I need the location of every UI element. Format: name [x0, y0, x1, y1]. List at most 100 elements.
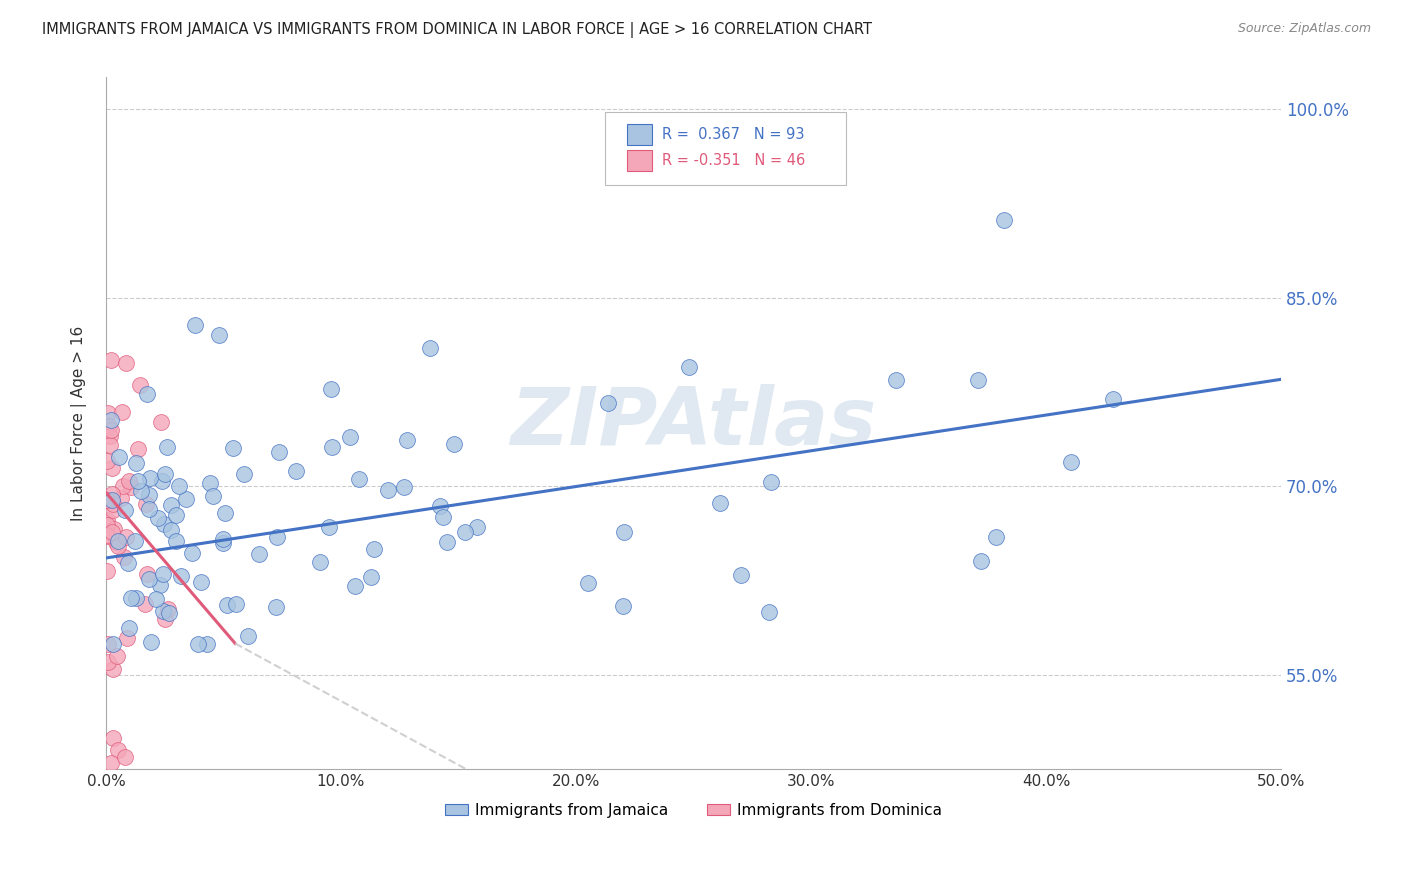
Point — [195, 636, 218, 650]
Point — [212, 535, 235, 549]
Point — [152, 604, 174, 618]
Point — [120, 591, 142, 605]
Point — [225, 598, 247, 612]
Point — [759, 475, 782, 489]
Point — [576, 575, 599, 590]
Point — [114, 356, 136, 370]
Point — [432, 510, 454, 524]
Point — [135, 497, 157, 511]
Text: Source: ZipAtlas.com: Source: ZipAtlas.com — [1237, 22, 1371, 36]
Point — [612, 524, 634, 539]
Point — [285, 464, 308, 478]
Point — [111, 405, 134, 419]
Point — [266, 530, 288, 544]
Point — [970, 553, 993, 567]
Point — [136, 566, 159, 581]
Point — [101, 502, 124, 516]
Point — [363, 541, 385, 556]
Point — [100, 413, 122, 427]
Point — [105, 648, 128, 663]
Point — [96, 528, 118, 542]
Point — [138, 502, 160, 516]
Point — [247, 547, 270, 561]
Point — [124, 533, 146, 548]
Point — [115, 530, 138, 544]
Point — [167, 478, 190, 492]
Point — [612, 599, 634, 613]
Point — [156, 440, 179, 454]
Point — [165, 533, 187, 548]
Point — [134, 597, 156, 611]
FancyBboxPatch shape — [627, 150, 652, 171]
Point — [394, 480, 416, 494]
Point — [117, 556, 139, 570]
Point — [159, 606, 181, 620]
Point — [993, 212, 1015, 227]
Point — [103, 522, 125, 536]
Point — [184, 318, 207, 333]
Point — [190, 575, 212, 590]
Point — [201, 489, 224, 503]
Point — [96, 518, 118, 533]
Point — [96, 513, 118, 527]
Point — [96, 564, 118, 578]
FancyBboxPatch shape — [627, 124, 652, 145]
Point — [117, 474, 139, 488]
Point — [214, 507, 236, 521]
Point — [360, 569, 382, 583]
Point — [730, 568, 752, 582]
Text: R =  0.367   N = 93: R = 0.367 N = 93 — [662, 127, 804, 142]
Point — [150, 415, 173, 429]
Point — [101, 492, 124, 507]
Point — [160, 498, 183, 512]
Point — [107, 743, 129, 757]
Text: IMMIGRANTS FROM JAMAICA VS IMMIGRANTS FROM DOMINICA IN LABOR FORCE | AGE > 16 CO: IMMIGRANTS FROM JAMAICA VS IMMIGRANTS FR… — [42, 22, 872, 38]
Point — [170, 569, 193, 583]
Point — [454, 524, 477, 539]
Text: ZIPAtlas: ZIPAtlas — [510, 384, 876, 462]
Point — [984, 531, 1007, 545]
Point — [100, 756, 122, 770]
Point — [139, 471, 162, 485]
Point — [308, 554, 330, 568]
Point — [145, 592, 167, 607]
Point — [97, 656, 120, 670]
Point — [96, 529, 118, 543]
Point — [125, 456, 148, 470]
Point — [107, 540, 129, 554]
Point — [146, 511, 169, 525]
Point — [208, 328, 231, 343]
Point — [97, 418, 120, 433]
Point — [101, 487, 124, 501]
Point — [222, 441, 245, 455]
Point — [115, 631, 138, 645]
Point — [117, 621, 139, 635]
Point — [101, 524, 124, 539]
Point — [101, 461, 124, 475]
Point — [174, 491, 197, 506]
Point — [112, 550, 135, 565]
Point — [678, 359, 700, 374]
Point — [443, 437, 465, 451]
Point — [436, 535, 458, 549]
Point — [212, 532, 235, 546]
Point — [152, 566, 174, 581]
Point — [1060, 455, 1083, 469]
Point — [419, 341, 441, 355]
Point — [165, 508, 187, 522]
Point — [321, 440, 343, 454]
Point — [321, 382, 343, 396]
Point — [98, 438, 121, 452]
Point — [104, 535, 127, 549]
Point — [110, 491, 132, 505]
Point — [135, 387, 157, 401]
Point — [153, 612, 176, 626]
Point — [377, 483, 399, 498]
Point — [264, 599, 287, 614]
Point — [101, 662, 124, 676]
Point — [967, 373, 990, 387]
Point — [114, 503, 136, 517]
Point — [131, 484, 153, 499]
Point — [267, 445, 290, 459]
Point — [429, 499, 451, 513]
